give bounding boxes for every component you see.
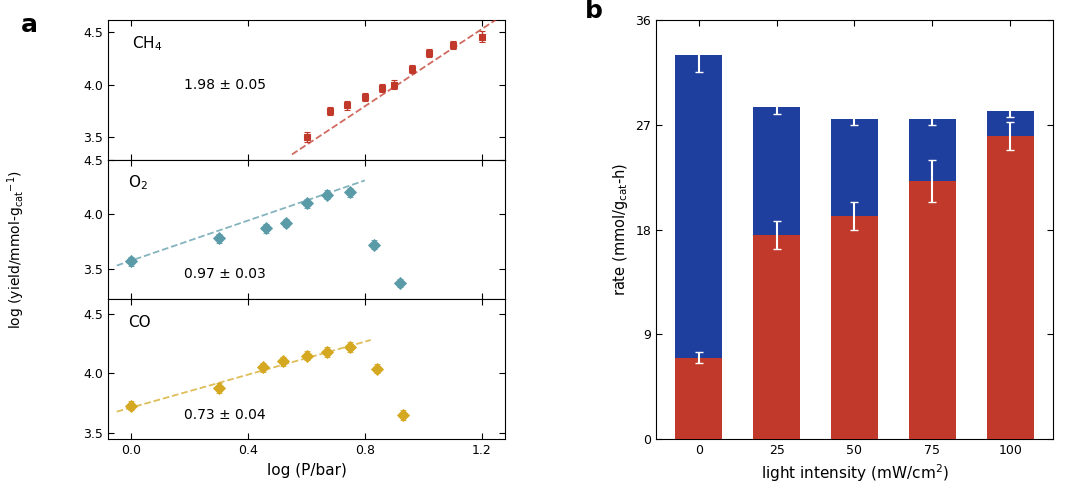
Text: 1.98 ± 0.05: 1.98 ± 0.05 (184, 78, 266, 92)
Bar (753, 236, 800, 439)
Bar (753, 107, 800, 236)
Text: 0.73 ± 0.04: 0.73 ± 0.04 (184, 408, 266, 422)
Bar (832, 216, 878, 439)
Text: CO: CO (127, 315, 150, 330)
Y-axis label: rate (mmol/g$_\mathrm{cat}$-h): rate (mmol/g$_\mathrm{cat}$-h) (610, 163, 630, 296)
Text: O$_2$: O$_2$ (127, 174, 148, 192)
Bar (675, 358, 723, 439)
X-axis label: log (P/bar): log (P/bar) (267, 463, 347, 478)
Text: b: b (584, 0, 603, 23)
Text: 0.97 ± 0.03: 0.97 ± 0.03 (184, 266, 266, 280)
Bar (909, 119, 956, 181)
X-axis label: light intensity (mW/cm$^2$): light intensity (mW/cm$^2$) (760, 463, 948, 484)
Text: a: a (21, 13, 38, 37)
Bar (832, 119, 878, 216)
Bar (675, 55, 723, 358)
Bar (987, 111, 1034, 136)
Bar (987, 136, 1034, 439)
Text: log (yield/mmol-g$_\mathrm{cat}$$^{-1}$): log (yield/mmol-g$_\mathrm{cat}$$^{-1}$) (5, 170, 27, 329)
Text: CH$_4$: CH$_4$ (132, 34, 162, 52)
Bar (909, 181, 956, 439)
